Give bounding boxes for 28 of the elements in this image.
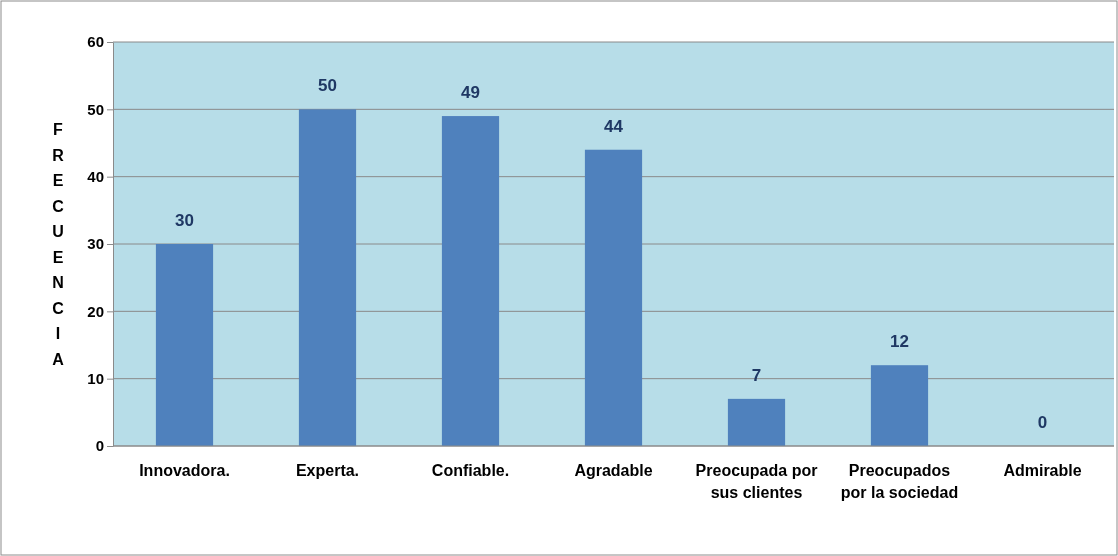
y-tick-label: 0	[95, 437, 104, 455]
y-tick-label: 30	[87, 235, 104, 253]
bar	[584, 149, 643, 446]
bar	[441, 116, 500, 446]
data-label: 44	[604, 116, 624, 136]
x-tick-label: Preocupada por sus clientes	[695, 462, 818, 501]
x-tick-label: Confiable.	[431, 462, 510, 479]
data-label: 12	[890, 332, 909, 352]
data-label: 0	[1037, 413, 1048, 432]
x-tick-label: Experta.	[295, 462, 360, 479]
y-tick-label: 40	[87, 167, 104, 185]
x-tick-label: Agradable	[574, 462, 653, 479]
data-label: 49	[461, 83, 480, 103]
data-label: 50	[318, 76, 337, 96]
y-tick-label: 60	[87, 33, 104, 51]
y-tick-label: 50	[87, 100, 104, 118]
y-tick-label: 20	[87, 302, 104, 320]
text: FRECUENCIA	[52, 121, 64, 368]
x-tick-label: Admirable	[1003, 462, 1082, 479]
bar	[870, 365, 929, 446]
data-label: 7	[751, 365, 762, 385]
x-tick-label: Innovadora.	[139, 462, 230, 479]
bar	[727, 398, 786, 446]
data-label: 30	[175, 211, 194, 230]
bar	[298, 109, 357, 446]
y-tick-label: 10	[87, 369, 104, 387]
x-tick-label: Preocupados por la sociedad	[840, 462, 959, 501]
bar	[155, 244, 214, 446]
